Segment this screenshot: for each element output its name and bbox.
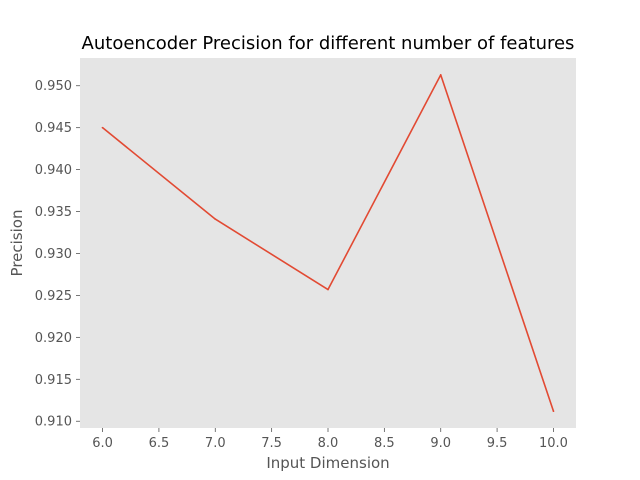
- x-tick-label: 7.5: [261, 436, 282, 451]
- x-axis-label: Input Dimension: [266, 454, 389, 472]
- y-tick-label: 0.910: [35, 415, 72, 430]
- data-point: [552, 410, 555, 412]
- x-tick-label: 8.0: [318, 436, 339, 451]
- data-point: [101, 126, 104, 129]
- y-tick-label: 0.945: [35, 121, 72, 136]
- series-layer: [101, 74, 555, 412]
- y-axis-ticks: 0.910 0.915 0.920 0.925 0.930 0.935 0.940 0.945…: [35, 79, 80, 430]
- x-tick-label: 6.5: [149, 436, 170, 451]
- y-axis-label: Precision: [8, 210, 26, 277]
- y-tick-label: 0.950: [35, 79, 72, 94]
- x-tick-label: 10.0: [539, 436, 568, 451]
- y-tick-label: 0.925: [35, 289, 72, 304]
- x-tick-label: 6.0: [92, 436, 113, 451]
- y-tick-label: 0.915: [35, 373, 72, 388]
- x-axis-ticks: 6.0 6.5 7.0 7.5 8.0 8.5 9.0 9.5 10.0: [92, 428, 568, 451]
- y-tick-label: 0.930: [35, 247, 72, 262]
- data-point: [214, 218, 217, 220]
- x-tick-label: 9.0: [430, 436, 451, 451]
- x-tick-label: 9.5: [487, 436, 508, 451]
- plot-area: [80, 58, 576, 428]
- x-tick-label: 7.0: [205, 436, 226, 451]
- x-tick-label: 8.5: [374, 436, 395, 451]
- y-tick-label: 0.940: [35, 163, 72, 178]
- chart-title: Autoencoder Precision for different numb…: [82, 33, 575, 54]
- data-point: [439, 74, 442, 76]
- y-tick-label: 0.920: [35, 331, 72, 346]
- data-point: [327, 288, 329, 291]
- y-tick-label: 0.935: [35, 205, 72, 220]
